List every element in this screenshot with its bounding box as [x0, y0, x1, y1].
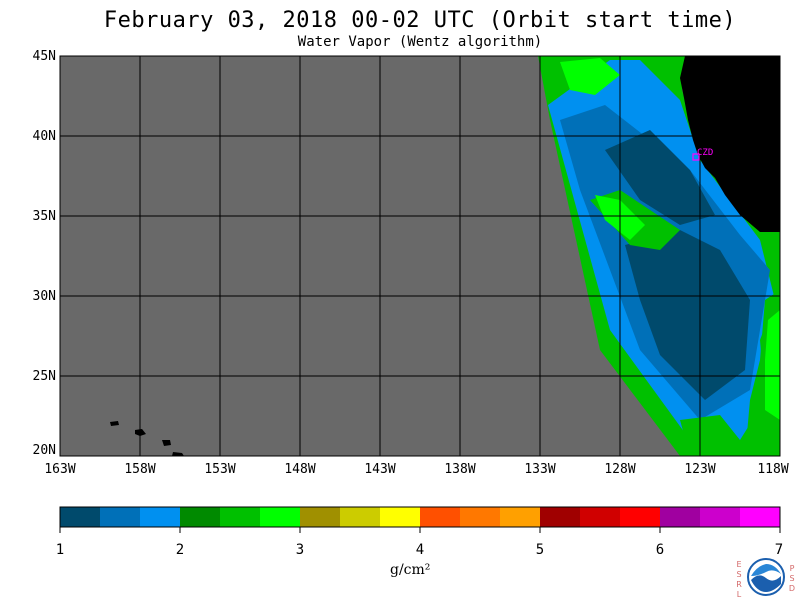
colorbar-tick-1: 1	[55, 542, 65, 558]
map-title: February 03, 2018 00-02 UTC (Orbit start…	[103, 8, 737, 33]
colorbar-swatch	[180, 507, 221, 527]
colorbar-swatch	[660, 507, 701, 527]
graticule	[59, 55, 781, 457]
colorbar-swatch	[60, 507, 101, 527]
colorbar-swatch	[580, 507, 621, 527]
colorbar-swatch	[300, 507, 341, 527]
colorbar-tick-4: 4	[415, 542, 425, 558]
land-mass	[680, 56, 780, 232]
island-3	[162, 440, 171, 446]
colorbar-swatch	[380, 507, 421, 527]
colorbar-swatch	[140, 507, 181, 527]
swath-bright-green-east	[765, 310, 780, 420]
lon-label-143w: 143W	[364, 462, 396, 477]
swath-green-north	[560, 58, 620, 95]
logo-letter-l: L	[736, 590, 742, 599]
colorbar-swatch	[460, 507, 501, 527]
colorbar-swatch	[740, 507, 781, 527]
colorbar-swatch	[220, 507, 261, 527]
colorbar-tick-7: 7	[774, 542, 784, 558]
colorbar-tick-2: 2	[175, 542, 185, 558]
logo-letter-p: P	[789, 564, 795, 573]
colorbar-swatch	[340, 507, 381, 527]
lat-label-20n: 20N	[32, 443, 56, 458]
colorbar	[59, 506, 781, 533]
lon-label-118w: 118W	[757, 462, 789, 477]
swath-dark-blue-2	[625, 230, 750, 400]
lon-label-158w: 158W	[124, 462, 156, 477]
logo-letter-d: D	[788, 584, 796, 593]
station-marker	[692, 153, 700, 161]
noaa-emblem-icon	[747, 558, 785, 596]
logo-letter-e: E	[736, 560, 742, 569]
logo-letter-r: R	[736, 580, 742, 589]
swath-dark-blue-1	[605, 130, 715, 225]
colorbar-swatch	[540, 507, 581, 527]
colorbar-tick-3: 3	[295, 542, 305, 558]
swath-green-south	[680, 415, 740, 456]
colorbar-swatch	[260, 507, 301, 527]
lon-label-133w: 133W	[524, 462, 556, 477]
lat-label-40n: 40N	[32, 129, 56, 144]
lon-label-138w: 138W	[444, 462, 476, 477]
colorbar-swatch	[700, 507, 741, 527]
map-subtitle: Water Vapor (Wentz algorithm)	[297, 34, 543, 50]
lon-label-123w: 123W	[684, 462, 716, 477]
noaa-logo: E S R L P S D	[733, 556, 797, 600]
lon-label-128w: 128W	[604, 462, 636, 477]
colorbar-tick-5: 5	[535, 542, 545, 558]
colorbar-swatch	[420, 507, 461, 527]
logo-letter-s: S	[736, 570, 742, 579]
colorbar-swatch	[500, 507, 541, 527]
lat-label-35n: 35N	[32, 209, 56, 224]
island-1	[110, 421, 119, 426]
lon-label-153w: 153W	[204, 462, 236, 477]
lat-label-30n: 30N	[32, 289, 56, 304]
station-label: CZD	[697, 148, 714, 158]
colorbar-unit: g/cm²	[390, 562, 431, 578]
colorbar-swatch	[620, 507, 661, 527]
island-4	[172, 452, 184, 456]
lon-label-148w: 148W	[284, 462, 316, 477]
colorbar-swatch	[100, 507, 141, 527]
colorbar-tick-6: 6	[655, 542, 665, 558]
lon-label-163w: 163W	[44, 462, 76, 477]
lat-label-45n: 45N	[32, 49, 56, 64]
logo-letter-s2: S	[789, 574, 795, 583]
lat-label-25n: 25N	[32, 369, 56, 384]
swath-data	[110, 56, 780, 456]
